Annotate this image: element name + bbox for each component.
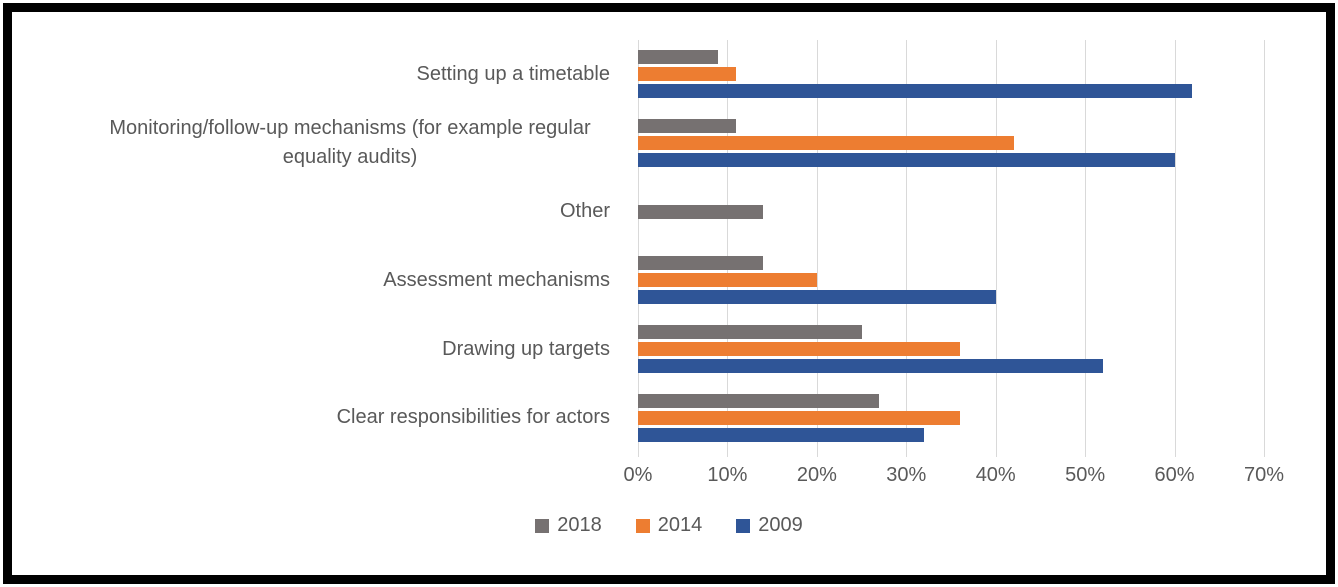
legend-label: 2018 bbox=[557, 514, 602, 536]
bar-2018 bbox=[638, 204, 764, 219]
bar-2009 bbox=[638, 153, 1175, 167]
category-label-cell: Drawing up targets bbox=[12, 315, 638, 384]
x-tick-label: 70% bbox=[1243, 464, 1285, 486]
bar-2009 bbox=[638, 290, 996, 305]
legend: 2018 2014 2009 bbox=[12, 514, 1326, 537]
bar-2009 bbox=[638, 84, 1193, 99]
category-label: Drawing up targets bbox=[442, 337, 610, 360]
category-label-cell: Monitoring/follow-up mechanisms (for exa… bbox=[12, 109, 638, 178]
bar-2018 bbox=[638, 393, 880, 408]
bar-group bbox=[638, 109, 1264, 178]
bar-2014 bbox=[638, 273, 817, 288]
x-tick-label: 30% bbox=[886, 464, 927, 486]
gridline bbox=[995, 40, 997, 457]
x-tick-label: 20% bbox=[796, 464, 837, 486]
category-label: Clear responsibilities for actors bbox=[336, 406, 610, 429]
category-label-cell: Other bbox=[12, 177, 638, 246]
gridline bbox=[906, 40, 908, 457]
category-label-cell: Setting up a timetable bbox=[12, 40, 638, 109]
category-label: Monitoring/follow-up mechanisms (for exa… bbox=[109, 117, 591, 168]
bar-2018 bbox=[638, 119, 737, 133]
x-tick-label: 40% bbox=[975, 464, 1016, 486]
category-axis-labels: Setting up a timetable Monitoring/follow-… bbox=[12, 40, 638, 452]
chart-plot-row: Setting up a timetable Monitoring/follow-… bbox=[12, 40, 1326, 457]
legend-item-2009: 2009 bbox=[736, 514, 803, 537]
plot-area bbox=[638, 40, 1265, 457]
legend-label: 2009 bbox=[758, 514, 803, 536]
bar-2018 bbox=[638, 325, 862, 340]
legend-item-2014: 2014 bbox=[635, 514, 703, 537]
bar-group bbox=[638, 383, 1264, 452]
legend-swatch-icon bbox=[535, 518, 550, 533]
gridline bbox=[638, 40, 639, 457]
bar-group bbox=[638, 177, 1264, 246]
x-tick-label: 10% bbox=[707, 464, 748, 486]
bar-2018 bbox=[638, 256, 764, 271]
bar-2014 bbox=[638, 136, 1014, 150]
x-tick-label: 60% bbox=[1154, 464, 1195, 486]
category-label: Other bbox=[559, 200, 610, 223]
gridline bbox=[1174, 40, 1176, 457]
bar-group bbox=[638, 315, 1264, 384]
bar-2014 bbox=[638, 342, 960, 357]
legend-swatch-icon bbox=[736, 518, 751, 533]
bar-2009 bbox=[638, 359, 1104, 374]
category-label-cell: Assessment mechanisms bbox=[12, 246, 638, 315]
gridline bbox=[727, 40, 729, 457]
bar-2009 bbox=[638, 427, 925, 442]
chart-frame: Setting up a timetable Monitoring/follow-… bbox=[3, 3, 1335, 584]
bars bbox=[638, 40, 1264, 452]
gridline bbox=[1264, 40, 1265, 457]
bar-2014 bbox=[638, 67, 737, 82]
bar-2014 bbox=[638, 410, 960, 425]
bar-2018 bbox=[638, 50, 719, 65]
x-axis-tick-labels: 0% 10% 20% 30% 40% 50% 60% 70% bbox=[624, 464, 1284, 490]
legend-item-2018: 2018 bbox=[535, 514, 602, 537]
category-label-cell: Clear responsibilities for actors bbox=[12, 383, 638, 452]
legend-swatch-icon bbox=[635, 518, 650, 533]
gridline bbox=[1085, 40, 1087, 457]
gridline bbox=[816, 40, 818, 457]
x-tick-label: 50% bbox=[1065, 464, 1106, 486]
category-label: Assessment mechanisms bbox=[383, 268, 610, 291]
x-tick-label: 0% bbox=[623, 464, 653, 486]
legend-label: 2014 bbox=[657, 514, 703, 536]
bar-group bbox=[638, 40, 1264, 109]
bar-group bbox=[638, 246, 1264, 315]
grouped-bar-chart: Setting up a timetable Monitoring/follow-… bbox=[12, 40, 1326, 575]
gridlines bbox=[638, 40, 1265, 457]
category-label: Setting up a timetable bbox=[416, 62, 610, 85]
